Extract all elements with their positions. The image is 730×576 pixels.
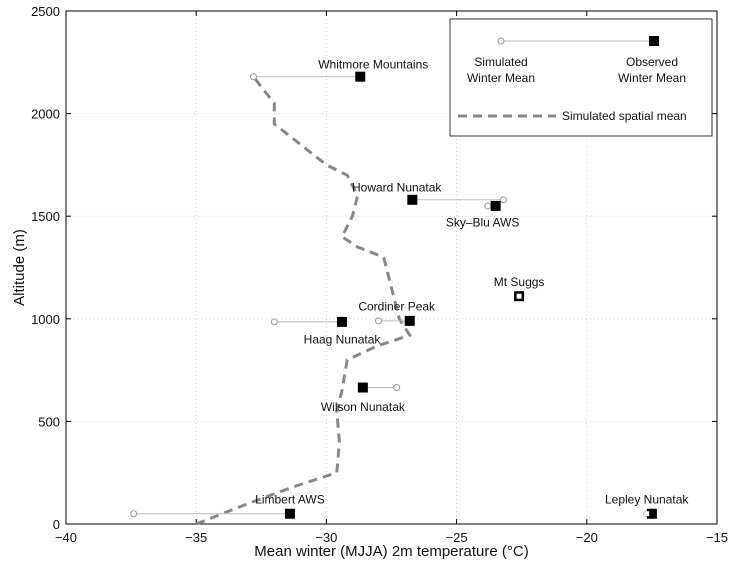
axis-ticks: −40 −35 −30 −25 −20 −15 0 500 1000 1500 2000 2500 <box>31 4 728 545</box>
station-label: Limbert AWS <box>255 492 325 506</box>
grid-lines <box>66 11 717 524</box>
observed-marker <box>337 316 348 327</box>
station-label: Whitmore Mountains <box>318 57 428 71</box>
x-tick-label: −35 <box>185 530 207 545</box>
legend: Simulated Winter Mean Observed Winter Me… <box>449 18 713 137</box>
station-mt-suggs: Mt Suggs <box>494 275 545 302</box>
observed-marker <box>284 508 295 519</box>
station-label: Cordiner Peak <box>358 299 436 313</box>
station-sky-blu-aws: Sky–Blu AWS <box>446 200 520 229</box>
station-label: Lepley Nunatak <box>605 492 689 506</box>
stations-layer: Whitmore Mountains Howard Nunatak Sky–Blu … <box>130 57 689 519</box>
y-axis-label: Altitude (m) <box>11 229 28 306</box>
simulated-marker-overlay <box>644 511 650 517</box>
station-whitmore-mountains: Whitmore Mountains <box>249 57 428 82</box>
spatial-mean-line <box>195 75 412 526</box>
plot-frame <box>65 10 718 525</box>
observed-marker <box>646 508 657 519</box>
simulated-marker <box>393 384 401 392</box>
x-tick-label: −15 <box>706 530 728 545</box>
x-axis-label: Mean winter (MJJA) 2m temperature (°C) <box>254 543 528 560</box>
observed-marker <box>490 200 501 211</box>
x-tick-label: −25 <box>446 530 468 545</box>
y-tick-label: 500 <box>38 414 60 429</box>
station-label: Haag Nunatak <box>304 332 382 346</box>
legend-observed-label-line2: Winter Mean <box>618 71 686 85</box>
station-howard-nunatak: Howard Nunatak <box>352 180 507 205</box>
y-tick-label: 1000 <box>31 312 60 327</box>
simulated-marker <box>249 73 257 81</box>
simulated-marker <box>270 318 278 326</box>
station-label: Howard Nunatak <box>352 180 442 194</box>
x-tick-label: −30 <box>315 530 337 545</box>
y-tick-label: 2500 <box>31 4 60 19</box>
simulated-marker <box>499 196 507 204</box>
simulated-marker <box>374 317 382 325</box>
observed-marker <box>407 194 418 205</box>
legend-observed-label-line1: Observed <box>626 55 678 69</box>
y-tick-label: 1500 <box>31 209 60 224</box>
simulated-marker-overlay <box>516 293 522 299</box>
station-label: Mt Suggs <box>494 275 545 289</box>
simulated-marker <box>130 510 138 518</box>
station-limbert-aws: Limbert AWS <box>130 492 325 519</box>
station-label: Wilson Nunatak <box>321 400 406 414</box>
y-tick-label: 0 <box>53 517 60 532</box>
observed-marker <box>357 382 368 393</box>
x-tick-label: −40 <box>55 530 77 545</box>
spatial-mean-layer <box>195 75 412 526</box>
station-wilson-nunatak: Wilson Nunatak <box>321 382 406 414</box>
observed-marker <box>355 71 366 82</box>
legend-simulated-marker <box>497 37 505 45</box>
x-tick-label: −20 <box>576 530 598 545</box>
station-cordiner-peak: Cordiner Peak <box>358 299 436 326</box>
legend-spatial-mean-label: Simulated spatial mean <box>562 109 687 123</box>
observed-marker <box>404 315 415 326</box>
simulated-marker <box>484 202 492 210</box>
legend-simulated-label-line1: Simulated <box>474 55 527 69</box>
station-haag-nunatak: Haag Nunatak <box>270 316 382 346</box>
station-label: Sky–Blu AWS <box>446 215 520 229</box>
legend-observed-marker <box>649 36 659 46</box>
station-lepley-nunatak: Lepley Nunatak <box>605 492 689 519</box>
legend-simulated-label-line2: Winter Mean <box>467 71 535 85</box>
y-tick-label: 2000 <box>31 107 60 122</box>
